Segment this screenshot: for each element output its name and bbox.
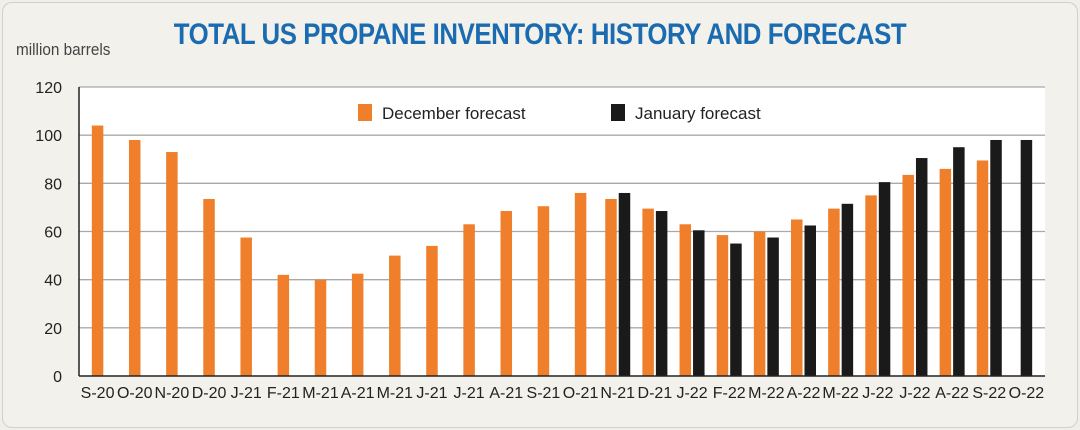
bar-january-forecast bbox=[1020, 139, 1033, 376]
bar-december-forecast bbox=[791, 219, 803, 376]
x-tick-label: D-20 bbox=[192, 385, 227, 402]
bar-january-forecast bbox=[767, 237, 779, 376]
bar-december-forecast bbox=[642, 208, 654, 376]
chart-title: TOTAL US PROPANE INVENTORY: HISTORY AND … bbox=[173, 18, 907, 51]
bar-december-forecast bbox=[574, 192, 587, 376]
bar-january-forecast bbox=[655, 211, 668, 376]
bar-december-forecast bbox=[716, 235, 729, 376]
y-tick-label: 20 bbox=[44, 321, 62, 338]
x-tick-label: A-21 bbox=[489, 385, 523, 402]
bar-january-forecast bbox=[693, 230, 705, 376]
bar-december-forecast bbox=[351, 273, 364, 376]
legend-swatch bbox=[611, 104, 625, 121]
bar-december-forecast bbox=[753, 231, 766, 376]
bar-january-forecast bbox=[878, 182, 891, 376]
x-tick-label: S-21 bbox=[527, 385, 561, 402]
bar-december-forecast bbox=[426, 245, 438, 376]
x-tick-label: A-22 bbox=[787, 385, 821, 402]
bar-december-forecast bbox=[128, 139, 141, 376]
bar-december-forecast bbox=[976, 160, 989, 376]
y-tick-label: 100 bbox=[35, 128, 62, 145]
legend-swatch bbox=[358, 104, 372, 121]
bar-december-forecast bbox=[605, 198, 617, 376]
bar-december-forecast bbox=[277, 274, 290, 376]
x-tick-label: J-21 bbox=[231, 385, 262, 402]
legend-label: December forecast bbox=[382, 104, 526, 123]
bar-january-forecast bbox=[915, 158, 928, 376]
bar-december-forecast bbox=[240, 237, 252, 376]
y-tick-label: 120 bbox=[35, 80, 62, 97]
x-tick-label: D-21 bbox=[638, 385, 673, 402]
y-tick-label: 80 bbox=[44, 176, 62, 193]
x-tick-label: O-20 bbox=[117, 385, 153, 402]
bar-january-forecast bbox=[953, 147, 965, 376]
x-tick-label: A-22 bbox=[935, 385, 969, 402]
bar-january-forecast bbox=[730, 243, 742, 376]
bar-january-forecast bbox=[618, 192, 631, 376]
bar-december-forecast bbox=[537, 206, 550, 376]
x-tick-label: N-20 bbox=[155, 385, 190, 402]
bar-december-forecast bbox=[865, 195, 877, 376]
bar-january-forecast bbox=[841, 203, 854, 376]
bar-december-forecast bbox=[939, 168, 952, 376]
y-axis-unit-label: million barrels bbox=[16, 40, 111, 59]
y-tick-label: 0 bbox=[53, 369, 62, 386]
x-tick-label: M-22 bbox=[748, 385, 785, 402]
x-tick-label: S-22 bbox=[972, 385, 1006, 402]
x-tick-label: F-22 bbox=[713, 385, 746, 402]
x-tick-label: M-21 bbox=[377, 385, 414, 402]
bar-january-forecast bbox=[990, 139, 1002, 376]
bar-december-forecast bbox=[679, 224, 692, 376]
x-tick-label: J-22 bbox=[676, 385, 707, 402]
bar-december-forecast bbox=[166, 152, 178, 376]
x-tick-label: A-21 bbox=[341, 385, 375, 402]
legend-label: January forecast bbox=[635, 104, 761, 123]
bar-december-forecast bbox=[828, 208, 840, 376]
x-tick-label: S-20 bbox=[81, 385, 115, 402]
bar-december-forecast bbox=[500, 211, 513, 376]
y-tick-label: 60 bbox=[44, 225, 62, 242]
bar-december-forecast bbox=[314, 279, 327, 376]
x-tick-label: J-22 bbox=[862, 385, 893, 402]
x-tick-label: N-21 bbox=[600, 385, 635, 402]
bar-january-forecast bbox=[804, 225, 816, 376]
x-tick-label: M-21 bbox=[302, 385, 339, 402]
x-tick-label: J-21 bbox=[454, 385, 485, 402]
x-tick-label: O-22 bbox=[1009, 385, 1045, 402]
x-tick-label: J-21 bbox=[416, 385, 447, 402]
x-tick-label: M-22 bbox=[822, 385, 859, 402]
y-tick-label: 40 bbox=[44, 273, 62, 290]
x-tick-label: O-21 bbox=[563, 385, 599, 402]
bar-december-forecast bbox=[91, 125, 104, 377]
bar-december-forecast bbox=[463, 224, 475, 376]
bar-december-forecast bbox=[389, 255, 401, 376]
bar-december-forecast bbox=[203, 198, 215, 376]
bar-december-forecast bbox=[902, 174, 914, 376]
x-tick-label: J-22 bbox=[899, 385, 930, 402]
x-tick-label: F-21 bbox=[267, 385, 300, 402]
